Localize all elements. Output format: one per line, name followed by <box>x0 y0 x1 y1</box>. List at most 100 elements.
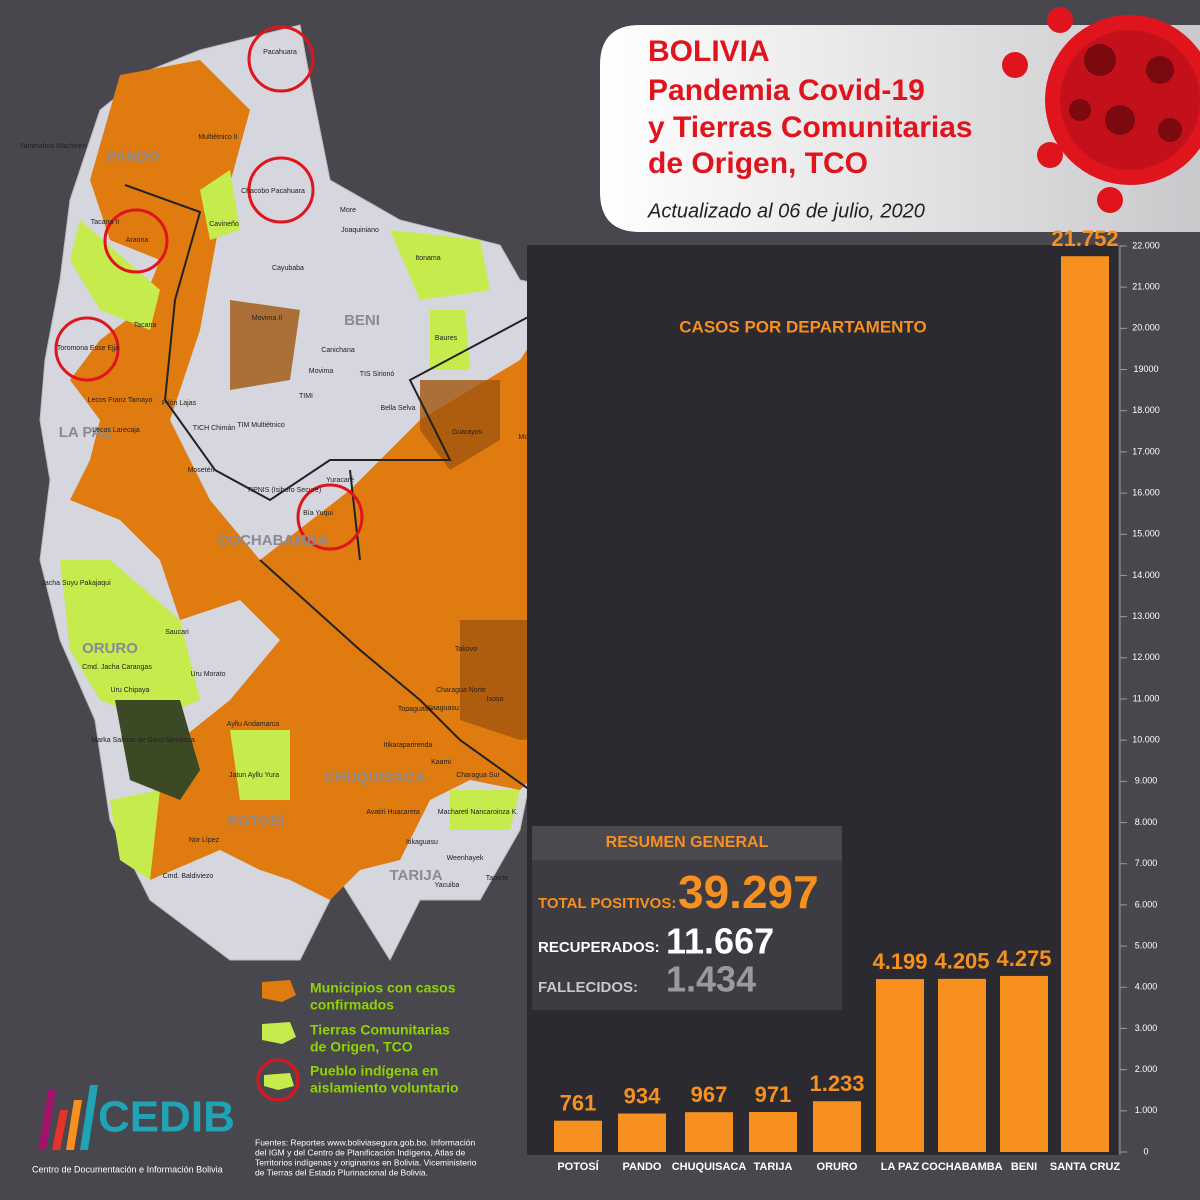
place-label: TIM Multiétnico <box>237 422 285 429</box>
place-label: Machareti Nancaroinza K. <box>438 809 519 816</box>
bar <box>813 1101 861 1152</box>
legend-swatch <box>256 1058 300 1102</box>
summary-title: RESUMEN GENERAL <box>606 834 769 851</box>
bar <box>554 1120 602 1152</box>
department-label: BENI <box>344 312 380 329</box>
legend-swatch <box>264 1073 294 1090</box>
place-label: Tacana <box>134 322 157 329</box>
bar-chart: 0 1.000 2.000 3.000 4.000 5.000 6.000 7.000 8.00… <box>554 226 1160 1173</box>
summary-label: RECUPERADOS: <box>538 939 660 956</box>
legend-text: Pueblo indígena en <box>310 1063 438 1079</box>
chart-title: CASOS POR DEPARTAMENTO <box>679 317 926 336</box>
place-label: Pilón Lajas <box>162 400 197 407</box>
place-label: TICH Chimán <box>193 425 236 432</box>
place-label: Multiétnico II <box>198 134 237 141</box>
place-label: Chacobo Pacahuara <box>241 188 305 195</box>
place-label: Jacha Suyu Pakajaqui <box>41 580 111 587</box>
place-label: Ayllu Andamarca <box>227 721 280 728</box>
bar <box>749 1112 797 1152</box>
place-label: Kaaguasu <box>427 705 459 712</box>
legend-swatch <box>262 980 296 1002</box>
place-label: Saucari <box>165 629 189 636</box>
place-label: Topaguasu <box>398 706 432 713</box>
y-tick-label: 22.000 <box>1132 240 1160 250</box>
place-label: TIMI <box>299 393 313 400</box>
place-label: Jatun Ayllu Yura <box>229 772 279 779</box>
summary-header <box>532 826 842 860</box>
bar <box>938 978 986 1152</box>
y-tick-label: 19000 <box>1133 364 1158 374</box>
place-label: Tapiete <box>486 875 509 882</box>
place-label: Uru Morato <box>190 671 225 678</box>
legend-text: aislamiento voluntario <box>310 1080 459 1096</box>
header-subtitle: Actualizado al 06 de julio, 2020 <box>647 200 925 222</box>
legend-text: de Origen, TCO <box>310 1039 413 1055</box>
x-tick-label: CHUQUISACA <box>672 1161 747 1173</box>
place-label: Joaquiniano <box>341 227 379 234</box>
place-label: Bía Yuqui <box>303 510 333 517</box>
place-label: TIS Sirionó <box>360 371 395 378</box>
logo-name: CEDIB <box>98 1093 235 1142</box>
department-borders <box>124 184 561 791</box>
place-label: Takovo <box>455 646 477 653</box>
y-tick-label: 17.000 <box>1132 446 1160 456</box>
place-label: Lecos Franz Tamayo <box>88 397 153 404</box>
summary-label: FALLECIDOS: <box>538 979 638 996</box>
place-label: Yaminahua Machineri <box>19 143 87 150</box>
place-label: Yacuiba <box>435 882 460 889</box>
department-label: TARIJA <box>389 867 442 884</box>
department-label: POTOSÍ <box>228 813 285 830</box>
legend-swatch <box>262 1022 296 1044</box>
virus-graphic <box>1002 7 1200 213</box>
place-label: Tacana II <box>91 219 119 226</box>
place-label: Pacahuara <box>263 49 297 56</box>
value-label: 4.199 <box>872 949 927 974</box>
y-tick-label: 11.000 <box>1133 693 1160 703</box>
place-label: Toromona Esse Ejja <box>57 345 119 352</box>
department-label: ORURO <box>82 640 138 657</box>
place-label: Cayubaba <box>272 265 304 272</box>
place-label: Isoso <box>487 696 504 703</box>
legend-text: Municipios con casos <box>310 980 456 996</box>
isolation-circles <box>54 25 730 659</box>
place-label: Cmd. Baldiviezo <box>163 873 214 880</box>
place-label: Lecos Larecaja <box>92 427 140 434</box>
y-tick-label: 21.000 <box>1132 282 1160 292</box>
bar <box>685 1112 733 1152</box>
y-tick-label: 0 <box>1143 1146 1148 1156</box>
value-label: 934 <box>624 1083 661 1108</box>
x-tick-label: BENI <box>1011 1161 1037 1173</box>
y-tick-label: 12.000 <box>1132 652 1160 662</box>
x-tick-label: COCHABAMBA <box>921 1161 1002 1173</box>
place-label: Guarayos <box>452 429 483 436</box>
value-label: 4.205 <box>934 949 989 974</box>
place-label: Nor Lípez <box>189 837 220 844</box>
legend-text: Tierras Comunitarias <box>310 1022 450 1038</box>
place-label: Canichana <box>321 347 355 354</box>
y-tick-label: 14.000 <box>1132 570 1160 580</box>
source-text: del IGM y del Centro de Planificación In… <box>255 1147 466 1157</box>
value-label: 967 <box>691 1082 728 1107</box>
x-tick-label: POTOSÍ <box>557 1160 599 1173</box>
place-label: Itikaguasu <box>406 839 438 846</box>
place-label: Charagua Norte <box>436 687 486 694</box>
y-tick-label: 15.000 <box>1132 529 1160 539</box>
header-title-line: y Tierras Comunitarias <box>648 111 973 144</box>
y-tick-label: 9.000 <box>1135 776 1158 786</box>
place-label: Yuracaré <box>326 477 354 484</box>
logo-full-name: Centro de Documentación e Información Bo… <box>32 1164 223 1174</box>
legend-text: confirmados <box>310 997 394 1013</box>
source-text: Territorios indígenas y originarios en B… <box>255 1157 477 1167</box>
place-label: Marka Salinas de Garci Mendoza <box>91 737 195 744</box>
source-text: de Tierras del Estado Plurinacional de B… <box>255 1167 428 1177</box>
department-label: LA PAZ <box>59 424 112 441</box>
y-tick-label: 16.000 <box>1132 487 1160 497</box>
header-title-line: de Origen, TCO <box>648 147 868 180</box>
value-label: 971 <box>755 1082 792 1107</box>
bar <box>618 1113 666 1152</box>
y-tick-label: 8.000 <box>1135 817 1158 827</box>
source-text: Fuentes: Reportes www.boliviasegura.gob.… <box>255 1137 475 1147</box>
header-title-line: Pandemia Covid-19 <box>648 74 925 107</box>
y-tick-label: 18.000 <box>1132 405 1160 415</box>
place-label: TIPNIS (Isiboro Secure) <box>247 487 321 494</box>
